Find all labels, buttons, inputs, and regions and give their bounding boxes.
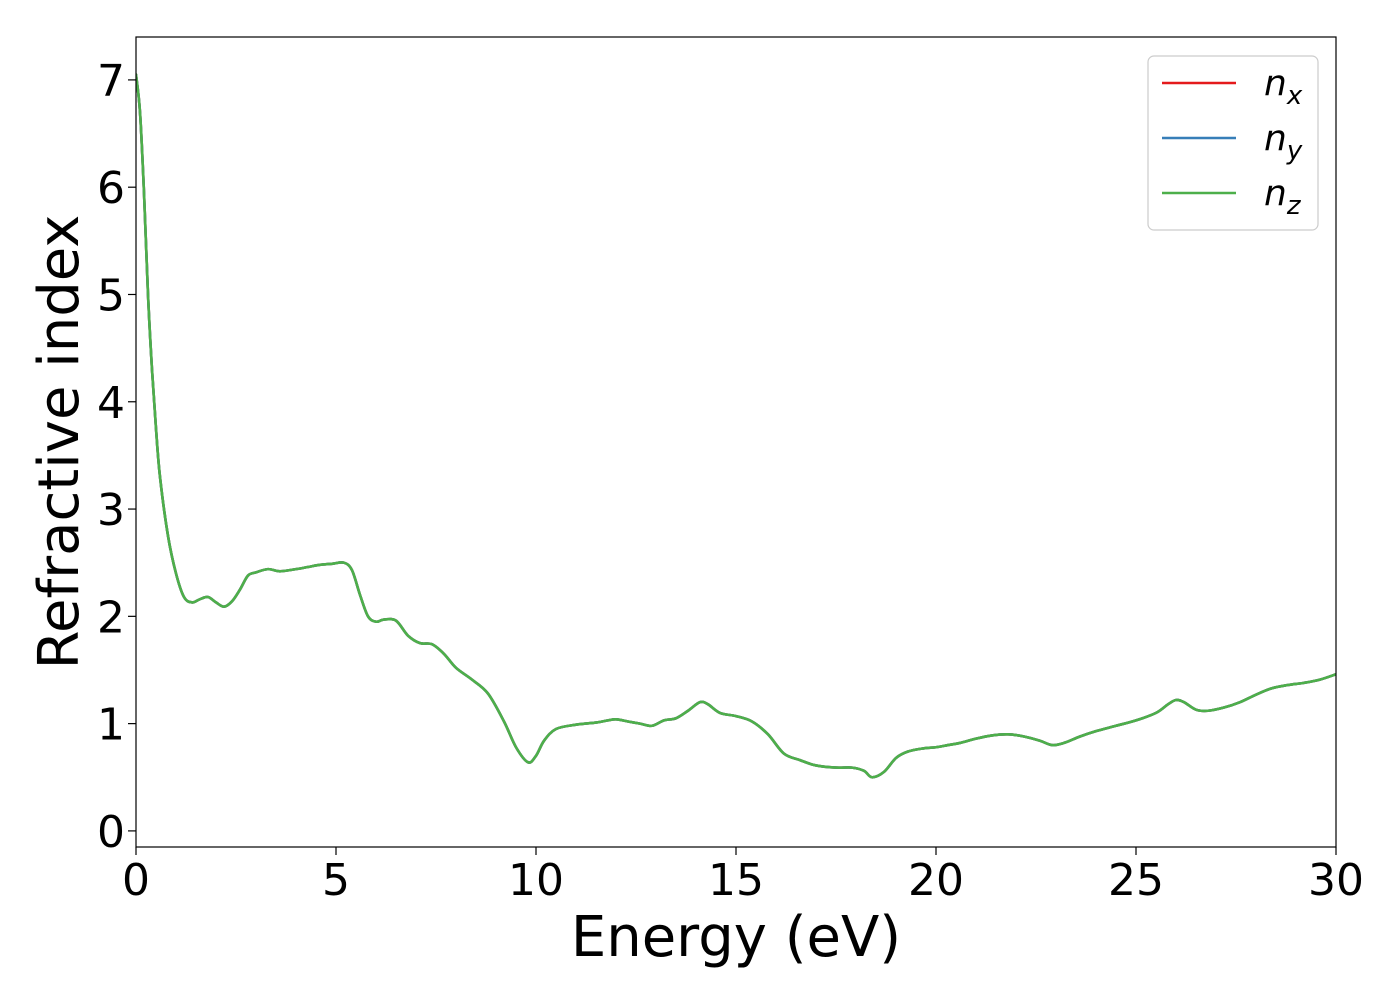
y-tick-label: 3: [97, 485, 125, 536]
x-tick-label: 20: [908, 855, 964, 906]
legend-label-base: n: [1264, 173, 1287, 214]
x-tick-label: 5: [322, 855, 350, 906]
y-tick-label: 7: [97, 56, 125, 107]
series-line-n-z: [136, 73, 1336, 779]
y-axis-title: Refractive index: [27, 215, 92, 670]
x-tick-label: 15: [708, 855, 764, 906]
legend-label-subscript: z: [1286, 191, 1302, 221]
y-tick-label: 0: [97, 807, 125, 858]
series-layer: [136, 73, 1336, 779]
legend-label-y: ny: [1264, 118, 1303, 166]
y-tick-label: 2: [97, 592, 125, 643]
y-tick-label: 1: [97, 700, 125, 751]
x-axis-ticks: 0 5 10 15 20 25 30: [122, 847, 1364, 906]
y-tick-label: 4: [97, 378, 125, 429]
legend-label-subscript: x: [1286, 81, 1303, 111]
y-tick-label: 5: [97, 270, 125, 321]
y-tick-label: 6: [97, 163, 125, 214]
x-tick-label: 30: [1308, 855, 1364, 906]
legend-label-subscript: y: [1286, 136, 1303, 166]
legend-frame: [1147, 55, 1319, 231]
legend-label-base: n: [1264, 118, 1287, 159]
y-axis-ticks: 0 1 2 3 4 5 6 7: [97, 56, 136, 858]
legend-label-z: nz: [1264, 173, 1302, 221]
x-tick-label: 0: [122, 855, 150, 906]
legend-label-x: nx: [1264, 63, 1303, 111]
x-tick-label: 10: [508, 855, 564, 906]
x-tick-label: 25: [1108, 855, 1164, 906]
legend-label-base: n: [1264, 63, 1287, 104]
x-axis-title: Energy (eV): [571, 905, 901, 970]
